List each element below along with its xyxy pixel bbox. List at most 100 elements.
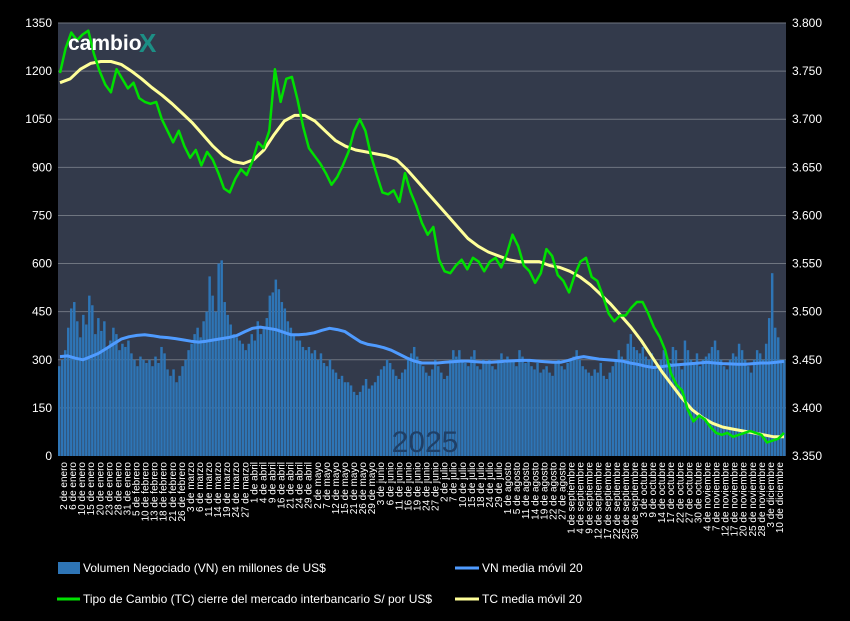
volume-bar bbox=[148, 359, 151, 456]
x-tick-label: 7 de julio bbox=[449, 462, 460, 502]
x-tick-label: 22 de agosto bbox=[548, 462, 559, 520]
volume-bar bbox=[479, 369, 482, 456]
volume-bar bbox=[133, 359, 136, 456]
volume-bar bbox=[385, 359, 389, 456]
volume-bar bbox=[337, 379, 341, 456]
x-tick-label: 14 de agosto bbox=[530, 462, 541, 520]
x-tick-label: 1 de septiembre bbox=[567, 462, 578, 534]
x-tick-label: 20 de noviembre bbox=[739, 462, 750, 537]
y-right-tick-label: 3.400 bbox=[792, 401, 822, 415]
volume-bar bbox=[596, 372, 599, 456]
x-tick-label: 10 de julio bbox=[458, 462, 469, 508]
x-tick-label: 20 de enero bbox=[95, 462, 106, 516]
volume-bar bbox=[773, 327, 777, 456]
volume-bar bbox=[304, 350, 308, 456]
volume-bar bbox=[443, 379, 446, 456]
volume-bar bbox=[545, 366, 548, 456]
volume-bar bbox=[118, 350, 121, 456]
volume-bar bbox=[422, 366, 425, 456]
volume-bar bbox=[373, 382, 377, 456]
y-left-tick-label: 450 bbox=[32, 305, 52, 319]
volume-bar bbox=[331, 369, 335, 456]
volume-bar bbox=[776, 337, 780, 456]
volume-bar bbox=[325, 366, 329, 456]
x-tick-label: 5 de febrero bbox=[132, 462, 143, 516]
x-tick-label: 5 de agosto bbox=[512, 462, 523, 515]
volume-bar bbox=[509, 359, 512, 456]
volume-bar bbox=[470, 356, 473, 456]
volume-bar bbox=[217, 263, 220, 456]
volume-bar bbox=[256, 321, 260, 456]
volume-bar bbox=[641, 346, 645, 456]
volume-bar bbox=[449, 359, 452, 456]
volume-bar bbox=[458, 350, 461, 456]
volume-bar bbox=[644, 356, 648, 456]
volume-bar bbox=[647, 359, 651, 456]
volume-bar bbox=[130, 353, 133, 456]
volume-bar bbox=[527, 359, 530, 456]
volume-bar bbox=[277, 289, 281, 456]
x-tick-label: 3 de junio bbox=[376, 462, 387, 506]
year-watermark: 2025 bbox=[392, 426, 459, 459]
x-tick-label: 21 de febrero bbox=[168, 462, 179, 522]
x-tick-label: 10 de diciembre bbox=[775, 462, 786, 534]
legend: Volumen Negociado (VN) en millones de US… bbox=[57, 561, 583, 606]
logo-text: cambio bbox=[68, 32, 142, 55]
x-tick-label: 4 de noviembre bbox=[702, 462, 713, 531]
volume-bar bbox=[184, 359, 187, 456]
x-tick-label: 7 de mayo bbox=[322, 462, 333, 509]
volume-bar bbox=[253, 340, 257, 456]
legend-label-tc-ma: TC media móvil 20 bbox=[482, 592, 582, 606]
volume-bar bbox=[232, 334, 235, 456]
volume-bar bbox=[412, 346, 416, 456]
volume-bar bbox=[704, 356, 708, 456]
volume-bar bbox=[310, 353, 314, 456]
volume-bar bbox=[584, 369, 587, 456]
volume-bar bbox=[223, 302, 226, 456]
y-right-tick-label: 3.650 bbox=[792, 160, 822, 174]
x-tick-label: 12 de septiembre bbox=[594, 462, 605, 540]
volume-bar bbox=[106, 346, 109, 456]
volume-bar bbox=[316, 359, 320, 456]
x-tick-label: 30 de septiembre bbox=[630, 462, 641, 540]
x-tick-label: 4 de abril bbox=[258, 462, 269, 503]
volume-bar bbox=[76, 321, 79, 456]
volume-bar bbox=[491, 366, 494, 456]
volume-bar bbox=[746, 366, 750, 456]
volume-bar bbox=[710, 346, 714, 456]
volume-bar bbox=[88, 295, 91, 456]
volume-bar bbox=[590, 375, 593, 456]
volume-bar bbox=[127, 340, 130, 456]
volume-bar bbox=[452, 350, 455, 456]
volume-bar bbox=[388, 362, 392, 456]
volume-bar bbox=[361, 385, 365, 456]
volume-bar bbox=[602, 375, 605, 456]
volume-bar bbox=[109, 340, 112, 456]
volume-bar bbox=[220, 260, 223, 456]
volume-bar bbox=[208, 276, 211, 456]
volume-bar bbox=[425, 372, 428, 456]
volume-bar bbox=[680, 369, 684, 456]
volume-bar bbox=[82, 314, 85, 456]
x-tick-label: 27 de junio bbox=[431, 462, 442, 511]
volume-bar bbox=[698, 366, 702, 456]
x-tick-label: 10 de febrero bbox=[141, 462, 152, 522]
volume-bar bbox=[476, 366, 479, 456]
volume-bar bbox=[97, 318, 100, 456]
x-tick-label: 28 de enero bbox=[113, 462, 124, 516]
x-tick-label: 16 de abril bbox=[277, 462, 288, 509]
volume-bar bbox=[403, 369, 407, 456]
x-tick-label: 23 de enero bbox=[104, 462, 115, 516]
volume-bar bbox=[722, 366, 726, 456]
x-tick-label: 6 de junio bbox=[385, 462, 396, 506]
volume-bar bbox=[154, 356, 157, 456]
series-tc-ma bbox=[59, 60, 784, 439]
volume-bar bbox=[190, 343, 193, 456]
volume-bar bbox=[533, 369, 536, 456]
x-tick-label: 17 de noviembre bbox=[730, 462, 741, 537]
volume-bar bbox=[286, 321, 290, 456]
volume-bar bbox=[656, 369, 660, 456]
x-tick-label: 18 de febrero bbox=[159, 462, 170, 522]
volume-bar bbox=[629, 334, 633, 456]
volume-bar bbox=[301, 346, 305, 456]
